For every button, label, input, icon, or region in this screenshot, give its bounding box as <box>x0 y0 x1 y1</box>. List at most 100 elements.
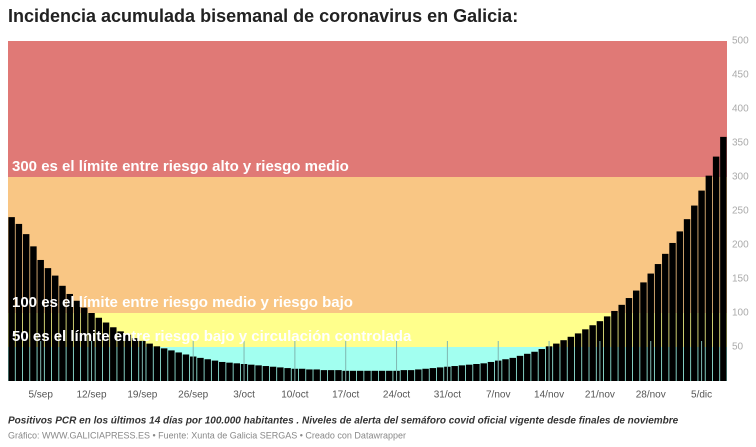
bar <box>662 253 669 381</box>
bar <box>284 368 291 381</box>
bar <box>451 366 458 381</box>
bar <box>219 361 226 381</box>
bar <box>698 190 705 381</box>
y-tick-label: 100 <box>732 308 749 319</box>
alert-band <box>8 177 727 313</box>
bar <box>480 363 487 381</box>
bar <box>327 370 335 381</box>
bar <box>211 360 219 381</box>
bar <box>538 349 546 381</box>
bar <box>51 275 59 381</box>
bar <box>603 316 611 381</box>
bar <box>124 334 132 381</box>
x-tick-label: 3/oct <box>233 390 255 401</box>
bar <box>407 370 415 381</box>
bar <box>509 357 516 381</box>
bar <box>335 370 342 381</box>
x-tick-label: 28/nov <box>636 390 666 401</box>
bar <box>102 322 110 381</box>
bar <box>160 348 168 381</box>
bar <box>553 343 560 381</box>
bar <box>669 242 676 381</box>
x-tick-label: 10/oct <box>281 390 308 401</box>
bar <box>81 307 88 381</box>
alert-band <box>8 41 727 177</box>
bar <box>625 298 633 381</box>
bar <box>524 353 531 381</box>
bar <box>400 370 408 381</box>
bar <box>277 367 284 381</box>
band-annotation: 100 es el límite entre riesgo medio y ri… <box>12 294 353 311</box>
y-tick-label: 500 <box>732 36 749 47</box>
bar <box>22 234 30 381</box>
y-tick-label: 150 <box>732 274 749 285</box>
y-tick-label: 200 <box>732 240 749 251</box>
y-tick-label: 400 <box>732 104 749 115</box>
bar <box>415 369 422 381</box>
bar <box>618 304 625 381</box>
bar <box>357 370 364 381</box>
bar <box>8 217 15 381</box>
y-tick-label: 450 <box>732 70 749 81</box>
bar <box>378 370 386 381</box>
bar <box>255 365 262 381</box>
chart-note: Positivos PCR en los últimos 14 días por… <box>8 416 679 427</box>
bar <box>364 370 371 381</box>
x-tick-label: 5/sep <box>28 390 53 401</box>
bar <box>386 370 393 381</box>
bar <box>691 205 698 381</box>
bar <box>117 331 124 381</box>
bar <box>204 359 211 381</box>
bar <box>465 364 473 381</box>
bar <box>611 310 618 381</box>
bar <box>59 285 66 381</box>
bar <box>233 363 241 381</box>
bar <box>676 231 684 381</box>
bar <box>44 268 52 381</box>
bar <box>110 327 117 381</box>
bar <box>654 264 662 381</box>
y-tick-label: 300 <box>732 172 749 183</box>
bar <box>226 362 233 381</box>
x-tick-label: 31/oct <box>434 390 461 401</box>
bar <box>37 259 44 381</box>
bar <box>131 338 139 381</box>
band-annotation: 50 es el límite entre riesgo bajo y circ… <box>12 328 412 345</box>
bar <box>640 282 647 381</box>
band-annotation: 300 es el límite entre riesgo alto y rie… <box>12 158 349 175</box>
x-tick-label: 7/nov <box>486 390 510 401</box>
bar <box>15 223 23 381</box>
bar <box>313 369 320 381</box>
x-tick-label: 14/nov <box>534 390 564 401</box>
y-tick-label: 250 <box>732 206 749 217</box>
bar <box>567 336 575 381</box>
bar <box>168 350 175 381</box>
x-tick-label: 21/nov <box>585 390 615 401</box>
bar <box>647 273 654 381</box>
bar <box>429 368 437 381</box>
chart-title: Incidencia acumulada bisemanal de corona… <box>8 6 518 26</box>
bar <box>269 366 277 381</box>
x-tick-label: 26/sep <box>178 390 208 401</box>
bar <box>705 175 713 381</box>
bar <box>95 317 103 381</box>
bar <box>683 219 691 381</box>
bar <box>371 370 378 381</box>
y-tick-label: 350 <box>732 138 749 149</box>
bar <box>632 290 640 381</box>
bar <box>320 370 328 381</box>
x-tick-label: 5/dic <box>691 390 712 401</box>
bar <box>436 367 444 381</box>
bar <box>422 368 429 381</box>
bar <box>175 352 182 381</box>
bar <box>574 333 582 381</box>
bar <box>262 366 270 381</box>
bar <box>30 246 37 381</box>
bar <box>146 343 153 381</box>
bar <box>487 361 495 381</box>
bar <box>502 359 509 381</box>
bar <box>182 354 190 381</box>
x-tick-label: 24/oct <box>383 390 410 401</box>
bar <box>298 368 306 381</box>
